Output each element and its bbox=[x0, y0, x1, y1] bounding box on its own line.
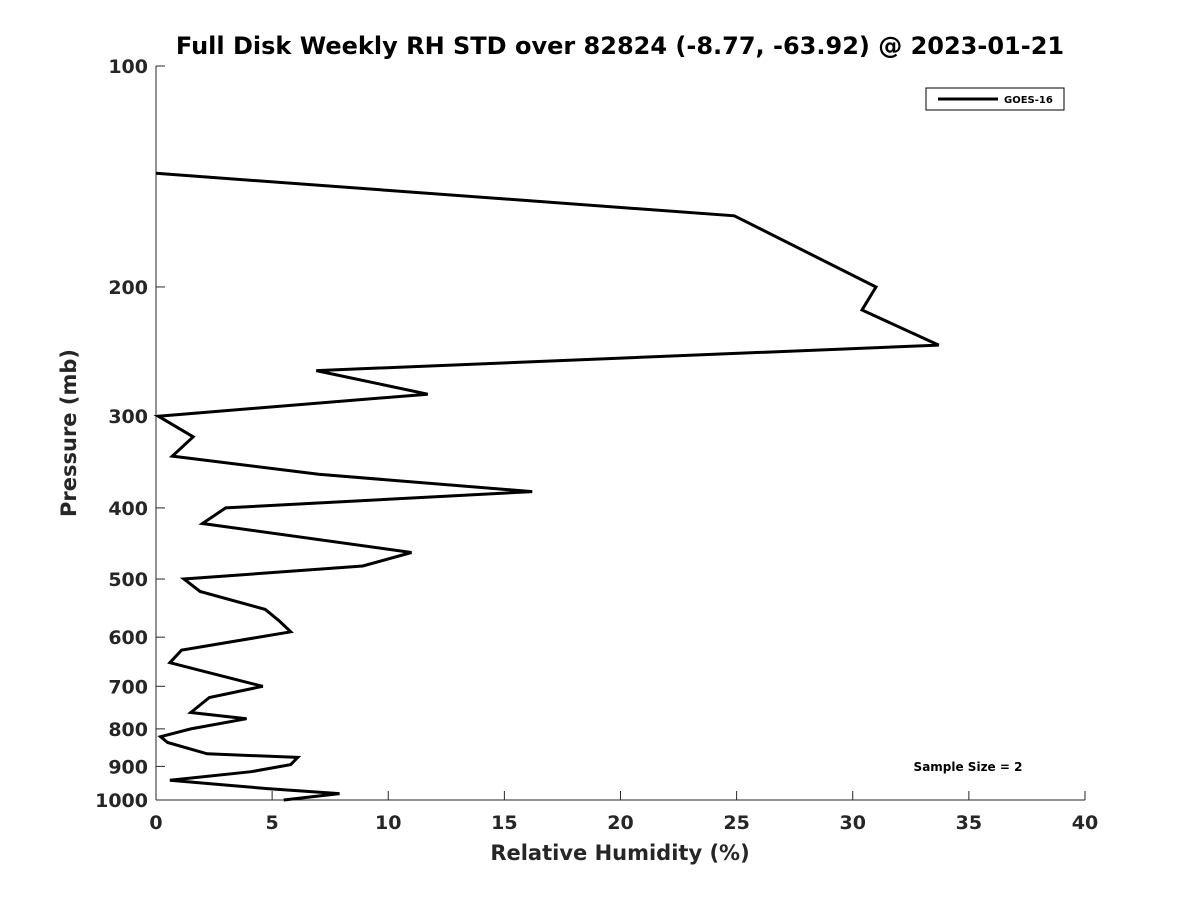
legend: GOES-16 bbox=[925, 87, 1065, 111]
y-tick-label: 400 bbox=[108, 498, 148, 520]
x-tick-label: 35 bbox=[956, 812, 982, 834]
y-tick-label: 800 bbox=[108, 719, 148, 741]
series-line-goes-16 bbox=[153, 171, 940, 802]
x-axis-label: Relative Humidity (%) bbox=[490, 841, 749, 865]
x-axis-ticks: 0 5 10 15 20 25 30 35 40 bbox=[149, 791, 1098, 834]
x-tick-label: 10 bbox=[375, 812, 401, 834]
x-tick-label: 0 bbox=[149, 812, 162, 834]
y-tick-label: 1000 bbox=[95, 790, 148, 812]
x-tick-label: 25 bbox=[723, 812, 749, 834]
x-tick-label: 5 bbox=[266, 812, 279, 834]
x-tick-label: 15 bbox=[491, 812, 517, 834]
y-tick-label: 600 bbox=[108, 627, 148, 649]
x-tick-label: 20 bbox=[607, 812, 633, 834]
y-axis-label: Pressure (mb) bbox=[57, 349, 81, 517]
sample-size-annotation: Sample Size = 2 bbox=[914, 760, 1023, 774]
y-tick-label: 500 bbox=[108, 569, 148, 591]
y-tick-label: 700 bbox=[108, 676, 148, 698]
y-tick-label: 100 bbox=[108, 56, 148, 78]
series-layer bbox=[153, 171, 940, 802]
y-tick-label: 900 bbox=[108, 756, 148, 778]
x-tick-label: 30 bbox=[840, 812, 866, 834]
y-tick-label: 200 bbox=[108, 277, 148, 299]
y-axis-ticks: 100 200 300 400 500 600 700 800 900 1000 bbox=[95, 56, 165, 812]
chart-title: Full Disk Weekly RH STD over 82824 (-8.7… bbox=[176, 32, 1064, 60]
plot-axes bbox=[155, 66, 1085, 801]
x-tick-label: 40 bbox=[1072, 812, 1098, 834]
legend-label-goes-16: GOES-16 bbox=[1004, 95, 1053, 106]
y-tick-label: 300 bbox=[108, 406, 148, 428]
